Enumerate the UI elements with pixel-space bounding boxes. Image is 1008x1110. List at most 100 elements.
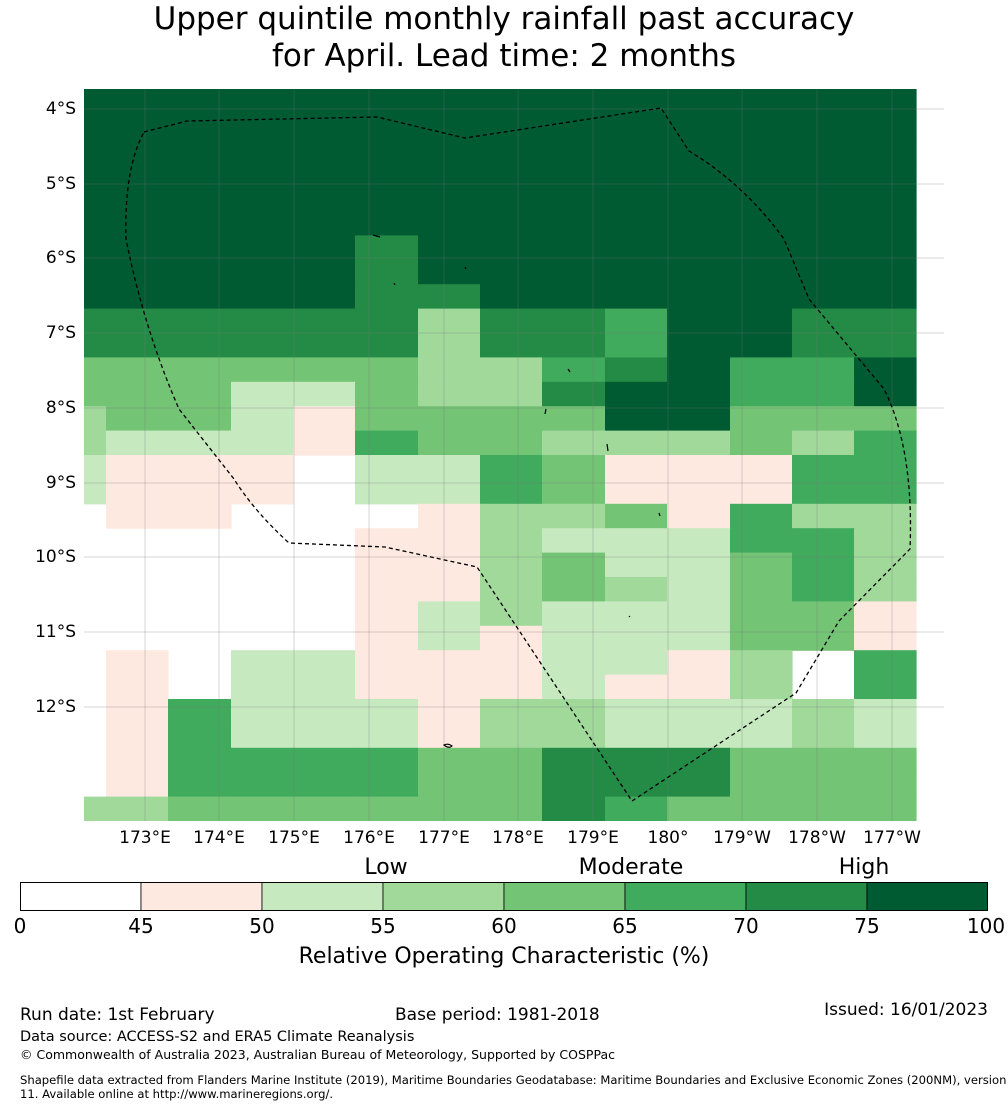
grid-cell <box>542 113 606 139</box>
grid-cell <box>84 89 107 114</box>
grid-cell <box>667 113 731 139</box>
grid-cell <box>231 259 294 285</box>
grid-cell <box>667 333 731 358</box>
grid-cell <box>355 650 419 676</box>
grid-cell <box>667 211 731 236</box>
grid-cell <box>480 333 543 358</box>
grid-cell <box>293 259 356 285</box>
grid-cell <box>355 577 419 602</box>
grid-cell <box>168 89 232 114</box>
lon-label: 177°W <box>863 828 921 848</box>
grid-cell <box>84 333 107 358</box>
grid-cell <box>480 455 543 480</box>
grid-cell <box>168 479 232 505</box>
grid-cell <box>480 577 543 602</box>
grid-cell <box>542 723 606 749</box>
grid-cell <box>854 211 917 236</box>
grid-cell <box>854 162 917 188</box>
lat-label: 11°S <box>35 622 76 642</box>
grid-cell <box>542 699 606 724</box>
grid-cell <box>231 772 294 798</box>
grid-cell <box>480 235 543 261</box>
lon-label: 176°E <box>343 828 395 848</box>
grid-cell <box>418 308 481 334</box>
grid-cell <box>293 772 356 798</box>
grid-cell <box>667 357 731 383</box>
grid-cell <box>168 406 232 432</box>
colorbar-tick: 45 <box>128 914 154 938</box>
grid-cell <box>730 381 793 407</box>
grid-cell <box>605 796 668 821</box>
lat-label: 5°S <box>45 174 76 194</box>
grid-cell <box>106 455 169 480</box>
grid-cell <box>605 333 668 358</box>
grid-cell <box>231 357 294 383</box>
grid-cell <box>542 528 606 554</box>
grid-cell <box>84 796 107 821</box>
grid-cell <box>480 186 543 212</box>
grid-cell <box>480 211 543 236</box>
grid-cell <box>605 381 668 407</box>
grid-cell <box>106 113 169 139</box>
grid-cell <box>605 113 668 139</box>
grid-cell <box>542 235 606 261</box>
grid-cell <box>231 89 294 114</box>
grid-cell <box>605 235 668 261</box>
grid-cell <box>418 259 481 285</box>
colorbar-tick: 50 <box>249 914 275 938</box>
grid-cell <box>480 503 543 529</box>
grid-cell <box>792 186 855 212</box>
grid-cell <box>168 259 232 285</box>
grid-cell <box>730 406 793 432</box>
grid-cell <box>106 772 169 798</box>
grid-cell <box>106 699 169 724</box>
grid-cell <box>792 625 855 651</box>
colorbar-segment <box>382 882 505 911</box>
map-title-line2: for April. Lead time: 2 months <box>271 38 737 74</box>
grid-cell <box>792 333 855 358</box>
grid-cell <box>854 137 917 163</box>
shapefile-credit: Shapefile data extracted from Flanders M… <box>20 1073 1007 1101</box>
grid-cell <box>792 479 855 505</box>
grid-cell <box>293 650 356 676</box>
grid-cell <box>418 772 481 798</box>
colorbar-border <box>20 882 988 911</box>
grid-cell <box>792 235 855 261</box>
grid-cell <box>605 186 668 212</box>
grid-cell <box>106 747 169 773</box>
grid-cell <box>293 162 356 188</box>
grid-cell <box>293 381 356 407</box>
colorbar-segment <box>20 882 142 911</box>
grid-cell <box>106 674 169 700</box>
grid-cell <box>355 601 419 627</box>
grid-cell <box>542 625 606 651</box>
grid-cell <box>667 650 731 676</box>
grid-cell <box>605 772 668 798</box>
grid-cell <box>355 89 419 114</box>
grid-cell <box>542 186 606 212</box>
grid-cell <box>168 772 232 798</box>
colorbar-segment <box>140 882 263 911</box>
grid-cell <box>418 479 481 505</box>
grid-cell <box>854 650 917 676</box>
grid-cell <box>542 772 606 798</box>
grid-cell <box>605 650 668 676</box>
grid-cell <box>730 796 793 821</box>
grid-cell <box>168 357 232 383</box>
grid-cell <box>854 259 917 285</box>
grid-cell <box>418 455 481 480</box>
map-title-line1: Upper quintile monthly rainfall past acc… <box>153 1 855 37</box>
grid-cell <box>730 357 793 383</box>
grid-cell <box>355 479 419 505</box>
grid-cell <box>168 137 232 163</box>
grid-cell <box>667 430 731 456</box>
grid-cell <box>355 674 419 700</box>
grid-cell <box>106 479 169 505</box>
grid-cell <box>667 162 731 188</box>
colorbar-label: Relative Operating Characteristic (%) <box>298 944 710 969</box>
grid-cell <box>792 772 855 798</box>
grid-cell <box>854 699 917 724</box>
grid-cell <box>168 455 232 480</box>
grid-cell <box>355 259 419 285</box>
colorbar-tick: 55 <box>370 914 396 938</box>
